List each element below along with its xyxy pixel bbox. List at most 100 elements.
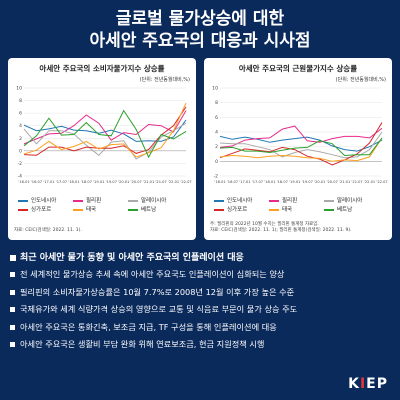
series-line-4 [219, 137, 383, 162]
x-tick-label: '22.01 [168, 180, 179, 184]
x-tick-label: '22.01 [364, 180, 375, 184]
cpi-chart-legend: 인도네시아 필리핀 말레이시아싱가포르 태국 베트남 [18, 196, 190, 214]
x-tick-label: '20.01 [118, 180, 129, 184]
x-tick-label: '20.07 [131, 180, 142, 184]
legend-swatch [128, 199, 138, 202]
section-header-text: 최근 아세안 물가 동향 및 아세안 주요국의 인플레이션 대응 [20, 253, 244, 263]
x-tick-label: '16.01 [214, 180, 225, 184]
cpi-chart-source: 자료: CEIC(검색일: 2022. 11. 1). [14, 228, 82, 233]
core-chart-title: 아세안 주요국의 근원물가지수 상승률 [238, 64, 358, 73]
y-tick-label: 10 [16, 86, 22, 92]
legend-label: 필리핀 [282, 198, 298, 204]
legend-label: 인도네시아 [227, 198, 253, 204]
bullet-text: 아세안 주요국은 통화긴축, 보조금 지급, TF 구성을 통해 인플레이션에 … [20, 321, 277, 332]
series-line-1 [23, 110, 187, 145]
bullet-icon [10, 342, 15, 347]
legend-entry: 인도네시아 [214, 196, 269, 205]
y-tick-label: 6 [215, 115, 218, 121]
x-tick-label: '19.01 [289, 180, 300, 184]
y-tick-label: 4 [19, 123, 22, 129]
y-tick-label: 2 [19, 136, 22, 142]
y-tick-label: 2 [215, 144, 218, 150]
legend-swatch [73, 208, 83, 211]
x-tick-label: '21.01 [143, 180, 154, 184]
x-tick-label: '16.01 [18, 180, 29, 184]
core-chart-legend: 인도네시아 필리핀 말레이시아싱가포르 태국 베트남 [214, 196, 386, 214]
x-tick-label: '16.07 [227, 180, 238, 184]
bullet-text: 국제유가와 세계 식량가격 상승의 영향으로 교통 및 식음료 부문이 물가 상… [20, 304, 298, 314]
x-tick-label: '16.07 [31, 180, 42, 184]
legend-entry: 싱가포르 [18, 205, 73, 214]
y-tick-label: 4 [215, 130, 218, 136]
x-tick-label: '17.07 [252, 180, 263, 184]
bullet-item: 필리핀의 소비자물가상승률은 10월 7.7%로 2008년 12월 이후 가장… [10, 284, 392, 302]
series-line-4 [23, 102, 187, 158]
legend-entry: 말레이시아 [324, 196, 379, 205]
series-line-2 [219, 131, 383, 159]
bullet-text: 아세안 주요국은 생활비 부담 완화 위해 연료보조금, 현금 지원정책 시행 [20, 339, 265, 349]
x-tick-label: '19.07 [106, 180, 117, 184]
x-tick-label: '21.01 [339, 180, 350, 184]
legend-swatch [73, 199, 83, 202]
legend-swatch [269, 208, 279, 211]
page-title: 글로벌 물가상승에 대한 아세안 주요국의 대응과 시사점 [0, 8, 400, 52]
bullet-list: 전 세계적인 물가상승 추세 속에 아세안 주요국도 인플레이션이 심화되는 양… [10, 266, 392, 354]
legend-label: 말레이시아 [141, 198, 167, 204]
x-tick-label: '20.01 [314, 180, 325, 184]
x-tick-label: '19.07 [302, 180, 313, 184]
core-chart-source: 주: 필리핀의 2022년 10월 수치는 필리핀 통계청 자료임. 자료: C… [210, 222, 352, 233]
x-tick-label: '18.07 [81, 180, 92, 184]
legend-entry: 태국 [73, 205, 128, 214]
x-tick-label: '22.07 [376, 180, 387, 184]
y-tick-label: 0 [19, 148, 22, 154]
legend-entry: 태국 [269, 205, 324, 214]
kiep-logo: KIEP [348, 376, 388, 392]
bullet-text: 전 세계적인 물가상승 추세 속에 아세안 주요국도 인플레이션이 심화되는 양… [20, 269, 285, 279]
title-line-1: 글로벌 물가상승에 대한 [115, 9, 285, 29]
x-tick-label: '21.07 [155, 180, 166, 184]
square-bullet-icon [10, 254, 16, 261]
bullet-icon [10, 324, 15, 330]
legend-swatch [214, 208, 224, 211]
cpi-chart-unit: (단위: 전년동월대비,%) [139, 77, 190, 83]
cpi-chart-svg: -4-20246810'16.01'16.07'17.01'17.07'18.0… [16, 86, 191, 185]
legend-label: 싱가포르 [31, 207, 52, 213]
x-tick-label: '22.07 [180, 180, 191, 184]
legend-label: 태국 [86, 207, 97, 213]
series-line-1 [219, 125, 383, 148]
y-tick-label: 0 [215, 159, 218, 165]
y-tick-label: -2 [214, 174, 219, 180]
x-tick-label: '20.07 [327, 180, 338, 184]
x-tick-label: '19.01 [93, 180, 104, 184]
legend-label: 싱가포르 [227, 207, 248, 213]
legend-swatch [269, 199, 279, 202]
bullet-item: 아세안 주요국은 통화긴축, 보조금 지급, TF 구성을 통해 인플레이션에 … [10, 319, 392, 337]
legend-entry: 필리핀 [73, 196, 128, 205]
legend-entry: 베트남 [128, 205, 183, 214]
bullet-icon [10, 272, 15, 277]
y-tick-label: 8 [215, 100, 218, 106]
legend-label: 필리핀 [86, 198, 102, 204]
x-tick-label: '18.01 [68, 180, 79, 184]
series-line-5 [219, 137, 383, 157]
x-tick-label: '17.01 [239, 180, 250, 184]
x-tick-label: '18.01 [264, 180, 275, 184]
x-tick-label: '18.07 [277, 180, 288, 184]
cpi-chart-title: 아세안 주요국의 소비자물가지수 상승률 [39, 64, 165, 73]
x-tick-label: '17.01 [43, 180, 54, 184]
legend-label: 베트남 [337, 207, 353, 213]
legend-entry: 필리핀 [269, 196, 324, 205]
legend-swatch [128, 208, 138, 211]
y-tick-label: -2 [18, 161, 23, 167]
series-line-0 [219, 135, 383, 152]
y-tick-label: 6 [19, 111, 22, 117]
y-tick-label: -4 [18, 174, 23, 180]
legend-entry: 말레이시아 [128, 196, 183, 205]
x-tick-label: '17.07 [56, 180, 67, 184]
x-tick-label: '21.07 [351, 180, 362, 184]
legend-label: 태국 [282, 207, 293, 213]
legend-label: 베트남 [141, 207, 157, 213]
legend-swatch [324, 208, 334, 211]
legend-entry: 베트남 [324, 205, 379, 214]
